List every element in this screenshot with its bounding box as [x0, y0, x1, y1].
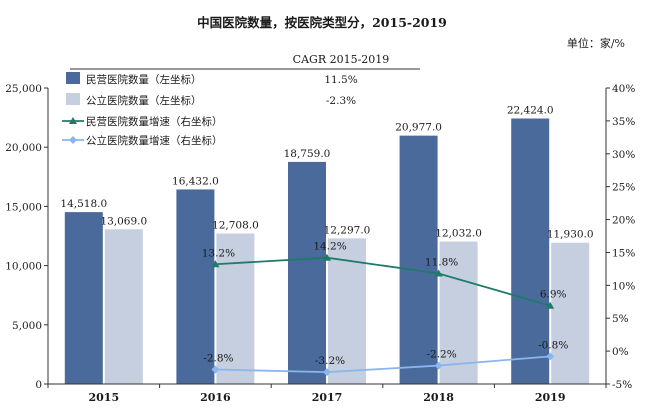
x-tick-label: 2019 — [535, 391, 566, 404]
right-tick-label: 30% — [612, 149, 635, 161]
legend-marker — [69, 136, 77, 144]
data-point — [546, 301, 555, 309]
left-tick-label: 0 — [35, 379, 42, 391]
line-value-label: 11.8% — [425, 256, 458, 268]
right-tick-label: 15% — [612, 247, 635, 259]
bar-value-label: 14,518.0 — [60, 198, 107, 210]
bar-value-label: 13,069.0 — [100, 215, 147, 227]
bar-value-label: 11,930.0 — [547, 229, 594, 241]
bar — [399, 135, 438, 384]
right-tick-label: 35% — [612, 116, 635, 128]
cagr-value: 11.5% — [324, 74, 357, 86]
left-tick-label: 5,000 — [12, 320, 42, 332]
data-point — [546, 352, 555, 361]
axes-group: 0 5,000 10,000 15,000 20,000 25,000 -5% 0% 5% 10%… — [5, 83, 635, 404]
bar — [176, 189, 215, 384]
legend-label: 民营医院数量增速（右坐标） — [86, 115, 223, 128]
data-point — [323, 253, 331, 261]
data-point — [434, 361, 443, 370]
data-point — [211, 365, 220, 374]
left-tick-label: 25,000 — [5, 83, 42, 95]
bar-value-label: 12,708.0 — [212, 220, 259, 232]
legend-swatch — [66, 72, 80, 84]
right-tick-label: 25% — [612, 182, 635, 194]
bar — [288, 161, 326, 384]
bar-value-label: 18,759.0 — [284, 148, 331, 160]
line-series-group: 13.2% 14.2% 11.8% 6.9% -2.8% -3.2% -2.2% -0.8% — [202, 241, 568, 377]
cagr-value: -2.3% — [326, 95, 356, 107]
bar-value-label: 12,297.0 — [324, 224, 371, 236]
line-value-label: 14.2% — [313, 241, 346, 253]
bar-value-label: 20,977.0 — [395, 122, 442, 134]
right-tick-label: 0% — [612, 346, 629, 358]
x-tick-label: 2017 — [312, 391, 343, 404]
legend-marker — [69, 117, 77, 124]
right-tick-label: 40% — [612, 83, 635, 95]
data-point — [211, 260, 220, 268]
bar-series-group: 14,518.0 16,432.0 18,759.0 20,977.0 22,424.0… — [60, 104, 594, 384]
bar — [511, 118, 550, 384]
bar-value-label: 22,424.0 — [507, 104, 554, 116]
right-tick-label: 10% — [612, 280, 635, 292]
legend-swatch — [66, 93, 80, 105]
right-tick-label: 20% — [612, 215, 635, 227]
line-value-label: -2.2% — [426, 349, 456, 361]
left-tick-label: 10,000 — [5, 261, 42, 273]
legend-label: 民营医院数量（左坐标） — [86, 73, 202, 86]
legend: CAGR 2015-2019 民营医院数量（左坐标） 11.5% 公立医院数量（左坐标… — [62, 53, 420, 147]
left-tick-label: 15,000 — [5, 201, 42, 213]
line-value-label: -0.8% — [538, 339, 568, 351]
x-tick-label: 2016 — [200, 391, 231, 404]
cagr-header: CAGR 2015-2019 — [293, 53, 390, 66]
right-tick-label: -5% — [612, 379, 632, 391]
line-value-label: -3.2% — [315, 355, 345, 367]
x-tick-label: 2018 — [423, 391, 454, 404]
line-value-label: 13.2% — [202, 247, 235, 259]
chart-title: 中国医院数量，按医院类型分，2015-2019 — [197, 15, 447, 30]
series-line — [215, 355, 551, 374]
left-tick-label: 20,000 — [5, 142, 42, 154]
legend-label: 公立医院数量增速（右坐标） — [86, 134, 223, 147]
x-tick-label: 2015 — [88, 391, 119, 404]
bar — [216, 233, 255, 384]
unit-label: 单位：家/% — [567, 36, 625, 50]
right-tick-label: 5% — [612, 313, 629, 325]
data-point — [434, 269, 443, 277]
bar — [104, 229, 143, 384]
line-value-label: 6.9% — [540, 289, 567, 301]
bar — [64, 212, 103, 384]
data-point — [323, 368, 331, 377]
bar — [551, 242, 590, 384]
bar — [439, 241, 478, 384]
bar-value-label: 12,032.0 — [435, 228, 482, 240]
bar-value-label: 16,432.0 — [172, 175, 219, 187]
legend-label: 公立医院数量（左坐标） — [86, 94, 202, 107]
line-value-label: -2.8% — [203, 353, 233, 365]
series-line — [215, 256, 551, 307]
